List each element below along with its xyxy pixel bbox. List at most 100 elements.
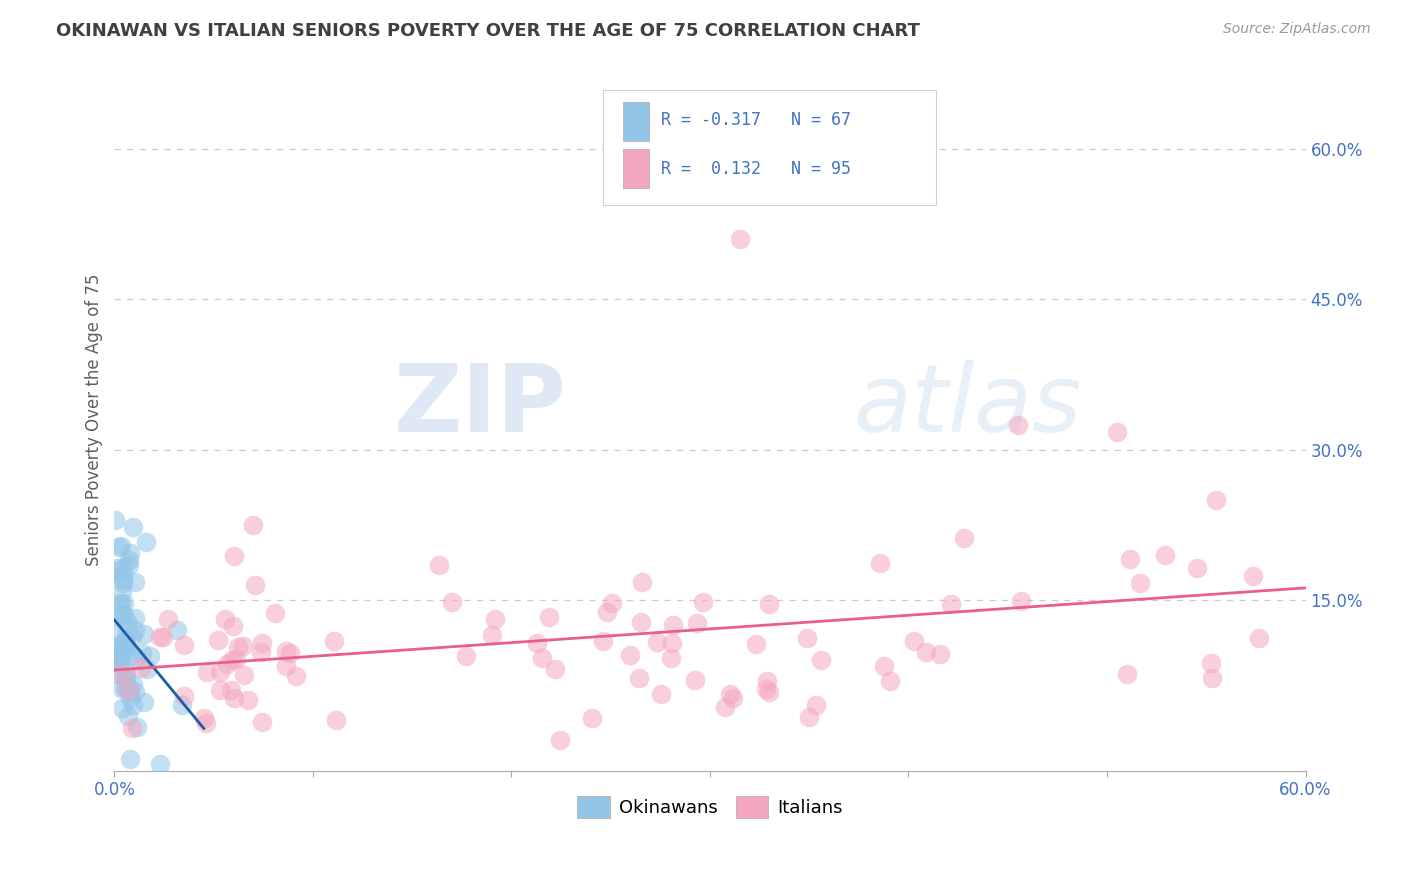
Point <box>1153 548 1175 562</box>
Point <box>232 668 254 682</box>
Point <box>114 640 136 654</box>
Point <box>108 540 131 554</box>
Point <box>110 539 132 553</box>
Point <box>278 646 301 660</box>
Point <box>108 654 131 668</box>
Point <box>873 658 896 673</box>
Point <box>118 558 141 572</box>
Point <box>120 546 142 560</box>
Point <box>134 695 156 709</box>
Point <box>129 661 152 675</box>
Point <box>104 626 127 640</box>
Y-axis label: Seniors Poverty Over the Age of 75: Seniors Poverty Over the Age of 75 <box>86 273 103 566</box>
Point <box>322 634 344 648</box>
Point <box>600 595 623 609</box>
Point <box>232 639 254 653</box>
Point <box>124 575 146 590</box>
Point <box>276 658 298 673</box>
Point <box>193 710 215 724</box>
Point <box>1010 594 1032 608</box>
Point <box>758 597 780 611</box>
Point <box>111 667 134 681</box>
Point <box>228 640 250 654</box>
Point <box>1185 560 1208 574</box>
Point <box>110 596 132 610</box>
Point <box>221 653 243 667</box>
Point <box>939 597 962 611</box>
Point <box>112 573 135 587</box>
Point <box>1129 576 1152 591</box>
Point <box>108 610 131 624</box>
Point <box>718 687 741 701</box>
Text: R = -0.317   N = 67: R = -0.317 N = 67 <box>661 111 851 128</box>
Point <box>728 232 751 246</box>
Point <box>114 671 136 685</box>
Point <box>263 606 285 620</box>
Text: atlas: atlas <box>853 360 1081 451</box>
Point <box>124 685 146 699</box>
Point <box>619 648 641 663</box>
Point <box>112 607 135 622</box>
Point <box>110 681 132 695</box>
Point <box>627 672 650 686</box>
Point <box>1205 492 1227 507</box>
Point <box>662 617 685 632</box>
Point <box>869 556 891 570</box>
Point <box>121 698 143 713</box>
Point <box>104 655 127 669</box>
Point <box>222 691 245 706</box>
Point <box>650 687 672 701</box>
Point <box>136 662 159 676</box>
Point <box>544 662 567 676</box>
Point <box>135 535 157 549</box>
Point <box>1201 672 1223 686</box>
Point <box>797 710 820 724</box>
Point <box>107 666 129 681</box>
Text: Source: ZipAtlas.com: Source: ZipAtlas.com <box>1223 22 1371 37</box>
Point <box>127 720 149 734</box>
Point <box>115 632 138 647</box>
Point <box>131 646 153 660</box>
Point <box>214 612 236 626</box>
Point <box>195 665 218 679</box>
Point <box>683 673 706 687</box>
Point <box>115 665 138 679</box>
Point <box>208 683 231 698</box>
Point <box>903 634 925 648</box>
Point <box>1007 417 1029 432</box>
Point <box>219 683 242 698</box>
Point <box>526 635 548 649</box>
Point <box>758 685 780 699</box>
Point <box>173 638 195 652</box>
Point <box>692 594 714 608</box>
Point <box>117 682 139 697</box>
Point <box>111 585 134 599</box>
Point <box>118 552 141 566</box>
Point <box>222 619 245 633</box>
Point <box>111 568 134 582</box>
Point <box>250 714 273 729</box>
Point <box>744 637 766 651</box>
Point <box>225 652 247 666</box>
Point <box>173 690 195 704</box>
Point <box>194 715 217 730</box>
Point <box>252 636 274 650</box>
Point <box>249 645 271 659</box>
Text: OKINAWAN VS ITALIAN SENIORS POVERTY OVER THE AGE OF 75 CORRELATION CHART: OKINAWAN VS ITALIAN SENIORS POVERTY OVER… <box>56 22 920 40</box>
Point <box>1116 667 1139 681</box>
Point <box>139 648 162 663</box>
Point <box>112 576 135 591</box>
Point <box>115 614 138 628</box>
Point <box>659 651 682 665</box>
Point <box>686 616 709 631</box>
Point <box>325 713 347 727</box>
Point <box>1119 552 1142 566</box>
Point <box>111 636 134 650</box>
Point <box>755 681 778 696</box>
Point <box>121 520 143 534</box>
Point <box>630 615 652 630</box>
Point <box>111 606 134 620</box>
Point <box>107 649 129 664</box>
Point <box>110 597 132 611</box>
FancyBboxPatch shape <box>623 103 650 141</box>
